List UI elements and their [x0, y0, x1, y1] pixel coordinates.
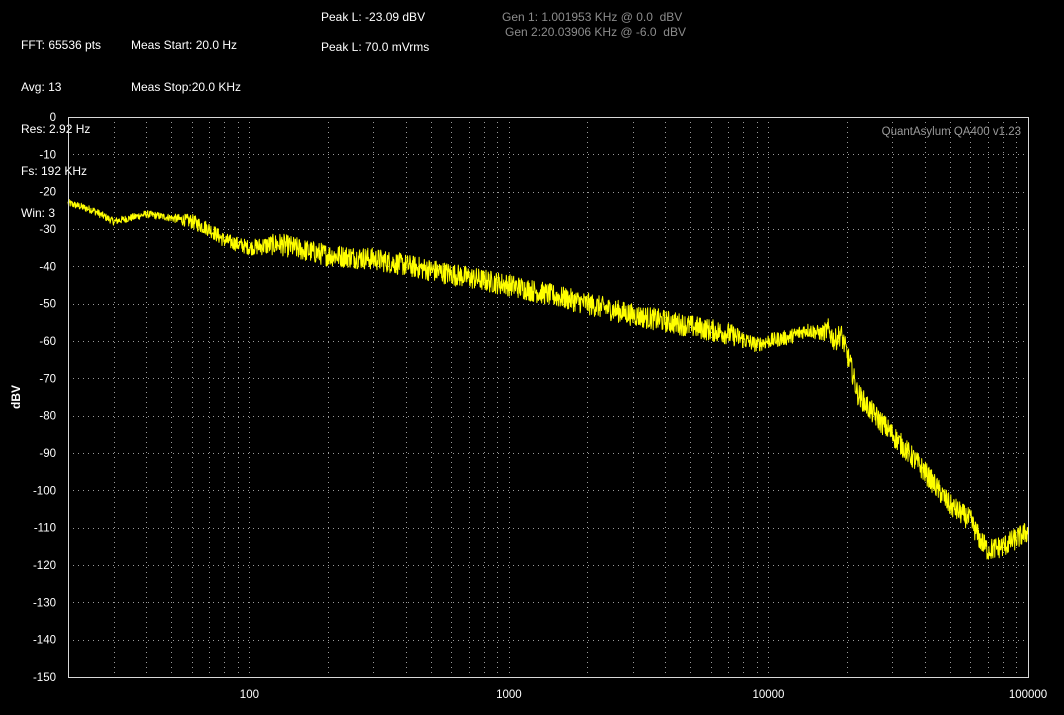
y-tick-label: -60	[39, 336, 56, 348]
x-tick-label: 100000	[1009, 689, 1047, 701]
y-tick-label: -20	[39, 187, 56, 199]
sample-rate: Fs: 192 KHz	[21, 164, 88, 178]
x-axis-ticks: 100 1000 10000 100000	[240, 689, 1047, 701]
y-axis-ticks: 0 -10 -20 -30 -40 -50 -60 -70 -80 -90 -100 -110 -120…	[33, 112, 56, 684]
generator-1: Gen 1: 1.001953 KHz @ 0.0 dBV	[502, 10, 683, 24]
meas-start: Meas Start: 20.0 Hz	[131, 38, 238, 52]
avg-count: Avg: 13	[21, 80, 62, 94]
window-type: Win: 3	[21, 206, 56, 220]
y-tick-label: -100	[33, 485, 56, 497]
resolution: Res: 2.92 Hz	[21, 122, 91, 136]
meas-range-block: Meas Start: 20.0 Hz Meas Stop:20.0 KHz	[131, 10, 241, 108]
y-tick-label: -10	[39, 149, 56, 161]
plot-frame	[68, 117, 1029, 678]
y-axis-label: dBV	[9, 385, 23, 409]
y-tick-label: -30	[39, 224, 56, 236]
meas-stop: Meas Stop:20.0 KHz	[131, 80, 242, 94]
y-tick-label: -150	[33, 672, 56, 684]
y-tick-label: -120	[33, 560, 56, 572]
y-tick-label: -130	[33, 597, 56, 609]
y-tick-label: 0	[50, 112, 56, 124]
watermark: QuantAsylum QA400 v1.23	[882, 126, 1021, 138]
y-tick-label: -90	[39, 448, 56, 460]
y-tick-label: -110	[34, 523, 56, 535]
y-tick-label: -80	[39, 411, 56, 423]
x-tick-label: 100	[240, 689, 259, 701]
x-tick-label: 1000	[496, 689, 522, 701]
fft-points: FFT: 65536 pts	[21, 38, 102, 52]
y-tick-label: -40	[39, 261, 56, 273]
peak-mvrms: Peak L: 70.0 mVrms	[321, 40, 430, 54]
y-tick-label: -70	[39, 373, 56, 385]
grid	[68, 117, 1028, 677]
x-tick-label: 10000	[752, 689, 784, 701]
peak-dbv: Peak L: -23.09 dBV	[321, 10, 426, 24]
spectrum-line	[67, 199, 1029, 560]
y-tick-label: -140	[33, 635, 56, 647]
spectrum-trace	[67, 199, 1029, 560]
fft-info-block: FFT: 65536 pts Avg: 13 Res: 2.92 Hz Fs: …	[21, 10, 101, 234]
y-tick-label: -50	[39, 299, 56, 311]
generator-2: Gen 2:20.03906 KHz @ -6.0 dBV	[505, 25, 686, 39]
